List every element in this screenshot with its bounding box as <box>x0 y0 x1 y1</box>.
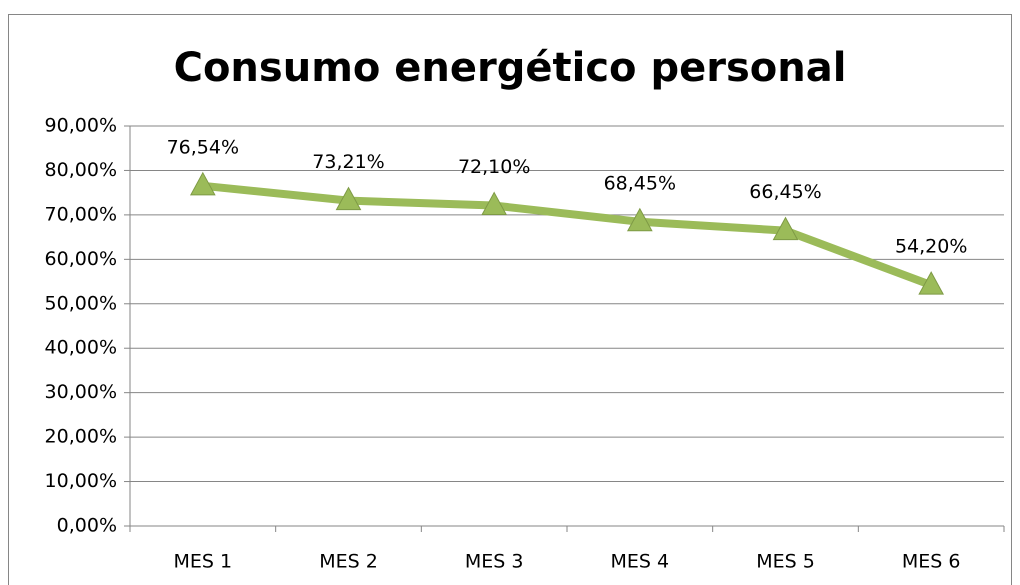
chart-frame <box>8 14 1012 585</box>
data-label: 68,45% <box>604 172 676 194</box>
y-tick-label: 80,00% <box>45 159 117 181</box>
y-tick-label: 90,00% <box>45 115 117 137</box>
y-tick-label: 0,00% <box>57 515 117 537</box>
chart-title: Consumo energético personal <box>174 45 847 91</box>
y-tick-label: 30,00% <box>45 381 117 403</box>
x-tick-label: MES 4 <box>611 551 670 573</box>
y-tick-label: 60,00% <box>45 248 117 270</box>
y-tick-label: 10,00% <box>45 470 117 492</box>
y-tick-label: 20,00% <box>45 426 117 448</box>
series-line <box>202 181 933 289</box>
data-label: 73,21% <box>312 151 384 173</box>
x-tick-label: MES 3 <box>465 551 524 573</box>
marker <box>335 186 362 211</box>
x-tick-label: MES 6 <box>902 551 961 573</box>
y-tick-label: 70,00% <box>45 203 117 225</box>
marker <box>772 216 799 241</box>
x-tick-label: MES 1 <box>174 551 233 573</box>
marker <box>918 271 945 295</box>
data-label: 66,45% <box>749 181 821 203</box>
data-label: 76,54% <box>167 136 239 158</box>
marker <box>626 207 653 232</box>
x-tick-label: MES 2 <box>319 551 378 573</box>
marker <box>189 171 216 196</box>
x-tick-label: MES 5 <box>756 551 815 573</box>
y-tick-label: 50,00% <box>45 292 117 314</box>
y-tick-label: 40,00% <box>45 337 117 359</box>
marker <box>481 191 508 216</box>
data-label: 72,10% <box>458 156 530 178</box>
data-label: 54,20% <box>895 236 967 258</box>
